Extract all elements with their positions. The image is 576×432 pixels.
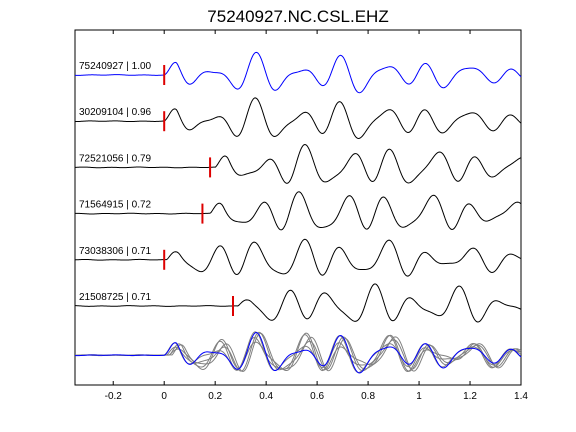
trace-labels-group: 75240927 | 1.00 30209104 | 0.96 72521056 |… xyxy=(79,61,152,303)
x-tick-label: 1.4 xyxy=(514,391,528,402)
trace-line-71564915 xyxy=(74,191,522,231)
trace-line-73038306 xyxy=(74,238,522,277)
trace-label-72521056: 72521056 | 0.79 xyxy=(79,153,152,164)
trace-line-72521056 xyxy=(74,144,522,184)
trace-label-30209104: 30209104 | 0.96 xyxy=(79,107,152,118)
x-tick-label: 1.2 xyxy=(463,391,477,402)
x-tick-label: 0.2 xyxy=(208,391,222,402)
trace-line-75240927 xyxy=(74,51,522,94)
x-axis: -0.2 0 0.2 0.4 0.6 0.8 1 1.2 1.4 xyxy=(105,30,528,402)
x-tick-label: 0 xyxy=(161,391,167,402)
pick-markers-group xyxy=(163,65,235,316)
trace-label-21508725: 21508725 | 0.71 xyxy=(79,292,152,303)
x-tick-label: -0.2 xyxy=(105,391,123,402)
trace-line-30209104 xyxy=(74,97,522,139)
trace-label-75240927: 75240927 | 1.00 xyxy=(79,61,152,72)
overlay-stack-group xyxy=(74,331,522,374)
trace-label-73038306: 73038306 | 0.71 xyxy=(79,246,152,257)
chart-title: 75240927.NC.CSL.EHZ xyxy=(207,7,388,26)
x-tick-label: 0.8 xyxy=(361,391,375,402)
x-tick-label: 0.4 xyxy=(259,391,273,402)
x-tick-label: 0.6 xyxy=(310,391,324,402)
plot-area xyxy=(74,29,522,386)
x-tick-label: 1 xyxy=(416,391,422,402)
traces-group xyxy=(74,51,522,323)
stack-line-73038306 xyxy=(74,334,522,372)
trace-label-71564915: 71564915 | 0.72 xyxy=(79,200,152,211)
stack-line-75240927 xyxy=(74,332,522,374)
trace-line-21508725 xyxy=(74,283,522,323)
